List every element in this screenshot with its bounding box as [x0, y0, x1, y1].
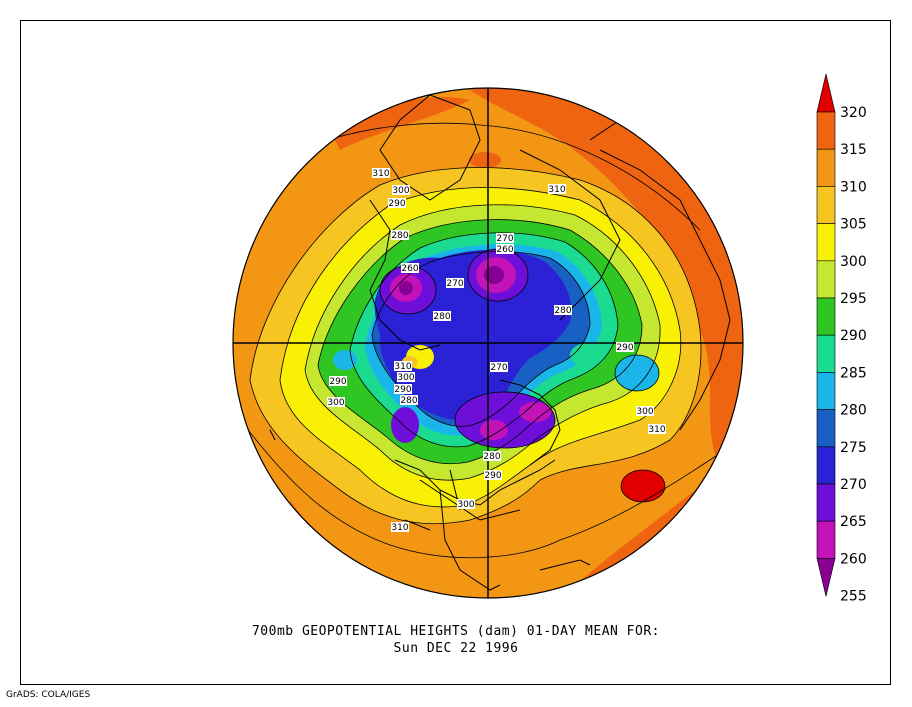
- contour-label: 270: [490, 363, 507, 373]
- colorbar-swatch: [816, 186, 836, 224]
- contour-label: 300: [636, 407, 653, 417]
- contour-label-bg: [397, 372, 415, 382]
- credit-text: GrADS: COLA/IGES: [6, 690, 91, 700]
- colorbar-bottom-arrow: [816, 558, 836, 597]
- contour-label: 310: [548, 185, 565, 195]
- colorbar-swatch: [816, 260, 836, 299]
- colorbar: 320 315 310 305 300 295 290 285 280 275 270 265 260 2…: [816, 73, 867, 605]
- contour-label-bg: [554, 305, 572, 315]
- contour-label-bg: [401, 263, 419, 273]
- contour-label-bg: [446, 278, 464, 288]
- colorbar-swatch: [816, 111, 836, 150]
- contour-labels: 3103002902802602702602702802803103002902…: [327, 168, 666, 533]
- contour-label: 280: [554, 306, 571, 316]
- contour-label: 270: [446, 279, 463, 289]
- map-date: Sun DEC 22 1996: [393, 641, 519, 656]
- contour-label-bg: [391, 230, 409, 240]
- colorbar-label: 300: [840, 254, 867, 270]
- map-title: 700mb GEOPOTENTIAL HEIGHTS (dam) 01-DAY …: [251, 624, 660, 639]
- contour-label-bg: [394, 361, 412, 371]
- contour-label: 260: [401, 264, 418, 274]
- contour-label: 310: [372, 169, 389, 179]
- colorbar-swatch: [816, 297, 836, 336]
- contour-label: 280: [400, 396, 417, 406]
- contour-label: 280: [483, 452, 500, 462]
- contour-label-bg: [433, 311, 451, 321]
- contour-label-bg: [484, 470, 502, 480]
- colorbar-label: 280: [840, 403, 867, 419]
- contour-label-bg: [372, 168, 390, 178]
- colorbar-label: 295: [840, 291, 867, 307]
- colorbar-swatch: [816, 334, 836, 373]
- contour-label: 290: [388, 199, 405, 209]
- contour-label-bg: [648, 424, 666, 434]
- contour-label: 280: [433, 312, 450, 322]
- colorbar-label: 320: [840, 105, 867, 121]
- colorbar-label: 315: [840, 142, 867, 158]
- plot-frame: [20, 20, 891, 685]
- colorbar-swatch: [816, 223, 836, 262]
- contour-label-bg: [392, 185, 410, 195]
- contour-label: 290: [329, 377, 346, 387]
- colorbar-label: 290: [840, 328, 867, 344]
- contour-label-bg: [496, 233, 514, 243]
- contour-label: 300: [327, 398, 344, 408]
- contour-label: 310: [394, 362, 411, 372]
- contour-label-bg: [483, 451, 501, 461]
- contour-label-bg: [496, 244, 514, 254]
- contour-label: 310: [648, 425, 665, 435]
- colorbar-label: 310: [840, 179, 867, 195]
- colorbar-label: 260: [840, 551, 867, 567]
- contour-label-bg: [548, 184, 566, 194]
- contour-label-bg: [391, 522, 409, 532]
- contour-label-bg: [327, 397, 345, 407]
- contour-label: 290: [484, 471, 501, 481]
- contour-label: 300: [392, 186, 409, 196]
- colorbar-swatch: [816, 148, 836, 187]
- contour-label: 300: [457, 500, 474, 510]
- contour-lines: [239, 122, 741, 559]
- contour-label: 260: [496, 245, 513, 255]
- colorbar-swatch: [816, 520, 836, 559]
- contour-label-bg: [400, 395, 418, 405]
- contour-label: 280: [391, 231, 408, 241]
- colorbar-label: 255: [840, 589, 867, 605]
- contour-label: 310: [391, 523, 408, 533]
- colorbar-label: 265: [840, 514, 867, 530]
- contour-label: 270: [496, 234, 513, 244]
- contour-label-bg: [636, 406, 654, 416]
- contour-label-bg: [616, 342, 634, 352]
- contour-label-bg: [394, 384, 412, 394]
- contour-label-bg: [457, 499, 475, 509]
- colorbar-label: 275: [840, 440, 867, 456]
- colorbar-label: 285: [840, 365, 867, 381]
- contour-label: 290: [394, 385, 411, 395]
- colorbar-top-arrow: [816, 73, 836, 113]
- colorbar-swatch: [816, 446, 836, 485]
- contour-label-bg: [490, 362, 508, 372]
- colorbar-swatch: [816, 372, 836, 410]
- contour-label-bg: [329, 376, 347, 386]
- colorbar-swatch: [816, 409, 836, 448]
- contour-label-bg: [388, 198, 406, 208]
- colorbar-swatch: [816, 483, 836, 522]
- contour-label: 300: [397, 373, 414, 383]
- colorbar-label: 305: [840, 217, 867, 233]
- contour-label: 290: [616, 343, 633, 353]
- colorbar-label: 270: [840, 477, 867, 493]
